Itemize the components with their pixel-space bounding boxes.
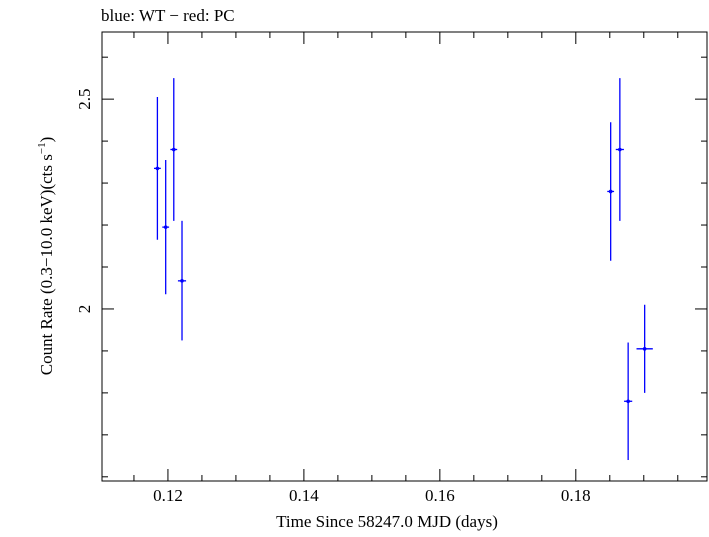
data-point [177, 220, 187, 341]
data-series-wt [154, 78, 653, 461]
x-tick-label: 0.12 [153, 486, 183, 505]
y-axis-label: Count Rate (0.3−10.0 keV)(cts s−1) [36, 137, 56, 376]
y-tick-label: 2 [75, 305, 94, 314]
data-point [607, 122, 615, 261]
x-axis-tick-labels: 0.12 0.14 0.16 0.18 [153, 486, 591, 505]
data-point [170, 78, 178, 221]
point-marker [180, 279, 184, 283]
y-axis-label-main: Count Rate (0.3−10.0 keV)(cts s [37, 154, 56, 375]
x-axis-label: Time Since 58247.0 MJD (days) [276, 512, 498, 531]
point-marker [171, 147, 176, 152]
data-point [615, 78, 624, 221]
point-marker [626, 399, 630, 404]
plot-frame [101, 31, 708, 482]
x-axis-ticks [133, 32, 679, 481]
point-marker [155, 166, 160, 171]
point-marker [163, 225, 168, 229]
chart-title: blue: WT − red: PC [101, 6, 235, 25]
y-tick-label: 2.5 [75, 89, 94, 110]
point-marker [608, 189, 613, 194]
data-point [162, 159, 170, 295]
point-marker [618, 147, 622, 152]
x-tick-label: 0.16 [425, 486, 455, 505]
data-point [154, 97, 161, 240]
point-marker [642, 347, 647, 351]
data-point [624, 342, 633, 461]
y-axis-label-superscript: −1 [36, 142, 48, 154]
y-axis-tick-labels: 22.5 [75, 89, 94, 314]
y-axis-label-close: ) [37, 137, 56, 143]
data-point [636, 304, 653, 393]
x-tick-label: 0.18 [561, 486, 591, 505]
x-tick-label: 0.14 [289, 486, 319, 505]
y-axis-ticks [102, 56, 707, 478]
